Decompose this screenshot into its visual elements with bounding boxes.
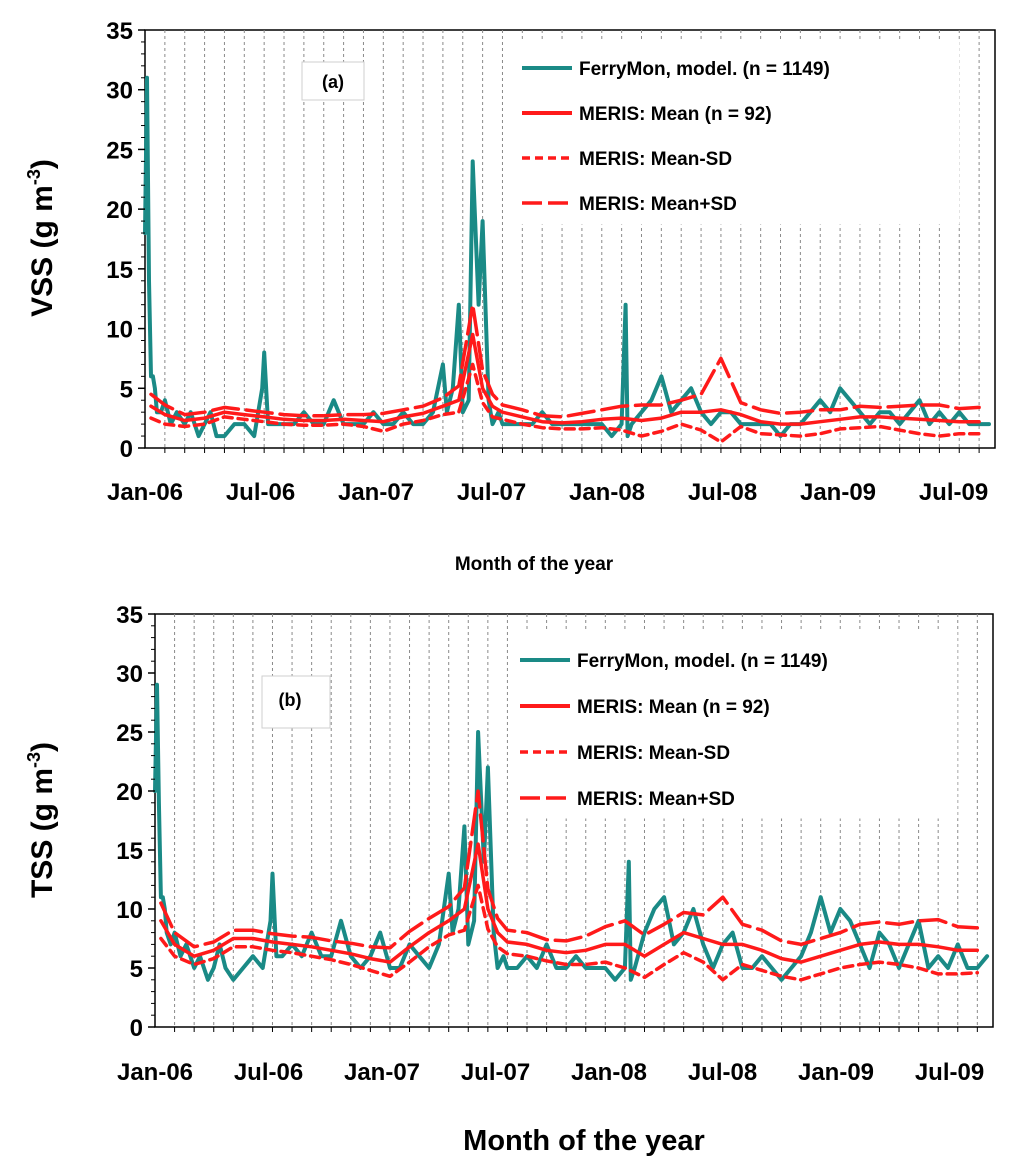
panel-a-legend-label: MERIS: Mean (n = 92) xyxy=(579,104,772,125)
panel-b-series-layer xyxy=(153,682,990,982)
panel-a-y-ticks: 0 5 10 15 20 25 30 35 xyxy=(106,18,145,463)
panel-b-series-meris-mean-sd xyxy=(159,789,980,950)
panel-b-legend-label: MERIS: Mean+SD xyxy=(577,789,735,810)
panel-b-x-ticks: Jan-06 Jul-06 Jan-07 Jul-07 Jan-08 Jul-08 Jan-… xyxy=(117,1027,984,1086)
panel-b-y-tick-label: 5 xyxy=(130,956,143,983)
panel-a-y-tick-label: 20 xyxy=(106,197,133,224)
panel-a-x-tick-label: Jan-09 xyxy=(800,479,876,506)
panel-a-x-axis-label: Month of the year xyxy=(455,554,614,575)
panel-b-series-meris-mean-n-92 xyxy=(159,842,980,964)
panel-a-x-tick-label: Jul-09 xyxy=(919,479,988,506)
panel-a-label-box xyxy=(301,61,365,101)
panel-a-x-tick-label: Jul-06 xyxy=(226,479,295,506)
panel-b-legend-box xyxy=(516,629,958,819)
panel-a-x-ticks: Jan-06 Jul-06 Jan-07 Jul-07 Jan-08 Jul-08 Jan-… xyxy=(107,448,988,506)
panel-a-y-tick-label: 15 xyxy=(106,257,133,284)
panel-a-x-tick-label: Jul-07 xyxy=(457,479,526,506)
panel-b-y-ticks: 0 5 10 15 20 25 30 35 xyxy=(116,602,155,1042)
panel-a-series-meris-mean-sd xyxy=(149,302,981,419)
panel-a-series-meris-mean-sd xyxy=(149,362,981,444)
panel-b-x-tick-label: Jul-07 xyxy=(461,1059,530,1086)
panel-b-y-tick-label: 10 xyxy=(116,897,143,924)
panel-b-x-tick-label: Jan-08 xyxy=(571,1059,647,1086)
panel-a-series-meris-mean-n-92 xyxy=(149,332,981,426)
panel-a-x-tick-label: Jan-07 xyxy=(338,479,414,506)
panel-b-y-tick-label: 35 xyxy=(116,602,143,629)
panel-b-y-tick-label: 0 xyxy=(130,1015,143,1042)
panel-a-x-tick-label: Jan-08 xyxy=(569,479,645,506)
panel-b-y-tick-label: 25 xyxy=(116,720,143,747)
panel-a-y-tick-label: 35 xyxy=(106,18,133,45)
panel-a-legend-label: MERIS: Mean+SD xyxy=(579,194,737,215)
panel-b-legend-label: MERIS: Mean (n = 92) xyxy=(577,697,770,718)
panel-b-legend-label: FerryMon, model. (n = 1149) xyxy=(577,651,828,672)
panel-b-series-ferrymon-model-n-1149 xyxy=(153,682,990,982)
panel-b-y-tick-label: 20 xyxy=(116,779,143,806)
panel-a-y-tick-label: 5 xyxy=(120,376,133,403)
panel-a-legend-label: FerryMon, model. (n = 1149) xyxy=(579,59,830,80)
panel-b-label: (b) xyxy=(279,690,302,710)
panel-a-series-layer xyxy=(143,75,991,444)
panel-b-x-tick-label: Jan-06 xyxy=(117,1059,193,1086)
panel-a-legend-label: MERIS: Mean-SD xyxy=(579,149,732,170)
panel-a-x-tick-label: Jul-08 xyxy=(688,479,757,506)
panel-b-x-tick-label: Jan-07 xyxy=(344,1059,420,1086)
panel-b-series-meris-mean-sd xyxy=(159,883,980,982)
panel-a-series-ferrymon-model-n-1149 xyxy=(143,75,991,439)
panel-b-y-tick-label: 30 xyxy=(116,661,143,688)
panel-b-label-box xyxy=(261,675,331,729)
panel-a-y-tick-label: 0 xyxy=(120,436,133,463)
panel-b-x-tick-label: Jul-08 xyxy=(688,1059,757,1086)
panel-b-legend-label: MERIS: Mean-SD xyxy=(577,743,730,764)
panel-b-legend: FerryMon, model. (n = 1149) MERIS: Mean (… xyxy=(520,651,828,810)
panel-b-x-axis-label: Month of the year xyxy=(463,1125,705,1157)
panel-a-legend: FerryMon, model. (n = 1149) MERIS: Mean (… xyxy=(522,59,830,215)
panel-a-label: (a) xyxy=(322,72,344,92)
panel-b-x-tick-label: Jan-09 xyxy=(798,1059,874,1086)
panel-b-x-tick-label: Jul-09 xyxy=(915,1059,984,1086)
panel-a-x-tick-label: Jan-06 xyxy=(107,479,183,506)
panel-b-y-tick-label: 15 xyxy=(116,838,143,865)
panel-a-y-tick-label: 10 xyxy=(106,317,133,344)
panel-a-legend-box xyxy=(518,41,960,225)
panel-b-y-axis-label: TSS (g m-3) xyxy=(24,742,59,898)
panel-a-y-tick-label: 30 xyxy=(106,78,133,105)
panel-a-y-tick-label: 25 xyxy=(106,137,133,164)
panel-a-y-axis-label: VSS (g m-3) xyxy=(24,159,59,317)
panel-b-x-tick-label: Jul-06 xyxy=(234,1059,303,1086)
